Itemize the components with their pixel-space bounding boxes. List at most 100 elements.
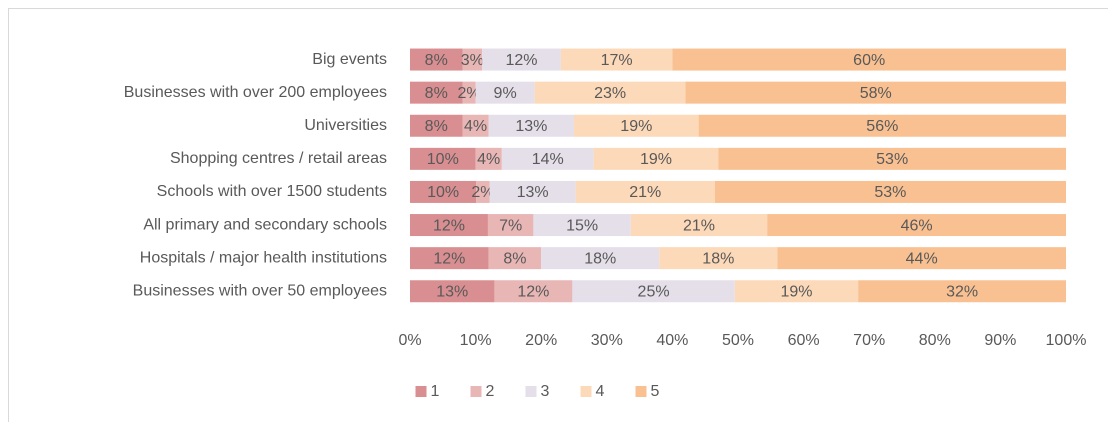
data-label: 12% bbox=[517, 283, 549, 300]
data-label: 19% bbox=[620, 118, 652, 135]
y-tick-label: Universities bbox=[304, 117, 387, 134]
x-tick-label: 30% bbox=[591, 332, 623, 349]
data-label: 32% bbox=[946, 283, 978, 300]
data-label: 13% bbox=[515, 118, 547, 135]
data-label: 25% bbox=[638, 283, 670, 300]
legend-swatch bbox=[525, 386, 537, 397]
x-tick-label: 60% bbox=[788, 332, 820, 349]
data-label: 13% bbox=[436, 283, 468, 300]
bar-segment bbox=[698, 114, 1066, 137]
data-label: 10% bbox=[427, 184, 459, 201]
bar-segment bbox=[410, 48, 463, 71]
bar-segment bbox=[672, 48, 1066, 71]
bar-segment bbox=[475, 81, 535, 104]
data-label: 3% bbox=[461, 52, 484, 69]
bar-segment bbox=[541, 247, 660, 270]
x-tick-label: 80% bbox=[919, 332, 951, 349]
data-label: 44% bbox=[906, 250, 938, 267]
data-label: 21% bbox=[629, 184, 661, 201]
data-label: 21% bbox=[683, 217, 715, 234]
x-tick-label: 40% bbox=[656, 332, 688, 349]
bar-segment bbox=[494, 280, 573, 303]
legend-swatch bbox=[415, 386, 427, 397]
bar-segment bbox=[560, 48, 673, 71]
bar-segment bbox=[488, 114, 574, 137]
y-tick-label: Big events bbox=[312, 51, 387, 68]
bar-segment bbox=[410, 247, 489, 270]
x-tick-label: 20% bbox=[525, 332, 557, 349]
bar-segment bbox=[489, 180, 576, 203]
bar-segment bbox=[534, 81, 686, 104]
y-tick-label: Hospitals / major health institutions bbox=[140, 249, 387, 266]
data-label: 15% bbox=[566, 217, 598, 234]
x-tick-label: 0% bbox=[398, 332, 421, 349]
data-label: 8% bbox=[425, 52, 448, 69]
bar-segment bbox=[718, 147, 1066, 170]
data-label: 4% bbox=[464, 118, 487, 135]
bar-segment bbox=[685, 81, 1066, 104]
bar-segment bbox=[630, 214, 768, 237]
data-label: 9% bbox=[494, 85, 517, 102]
bar-segment bbox=[714, 180, 1066, 203]
data-label: 8% bbox=[503, 250, 526, 267]
legend-swatch bbox=[470, 386, 482, 397]
x-tick-label: 70% bbox=[853, 332, 885, 349]
bar-segment bbox=[575, 180, 715, 203]
bar-segment bbox=[462, 114, 489, 137]
data-label: 17% bbox=[601, 52, 633, 69]
bar-segment bbox=[659, 247, 778, 270]
bar-segment bbox=[476, 180, 490, 203]
data-label: 7% bbox=[499, 217, 522, 234]
data-label: 53% bbox=[876, 151, 908, 168]
legend-label: 1 bbox=[431, 383, 440, 400]
data-label: 58% bbox=[860, 85, 892, 102]
data-label: 19% bbox=[640, 151, 672, 168]
bar-segment bbox=[572, 280, 735, 303]
y-tick-label: All primary and secondary schools bbox=[143, 216, 387, 233]
bar-segment bbox=[734, 280, 859, 303]
x-tick-label: 10% bbox=[460, 332, 492, 349]
chart-border bbox=[8, 8, 1108, 422]
bar-segment bbox=[501, 147, 594, 170]
data-label: 60% bbox=[853, 52, 885, 69]
bar-segment bbox=[410, 214, 488, 237]
data-label: 56% bbox=[866, 118, 898, 135]
data-label: 2% bbox=[457, 85, 480, 102]
legend-label: 2 bbox=[486, 383, 495, 400]
bar-segment bbox=[410, 114, 463, 137]
y-tick-label: Shopping centres / retail areas bbox=[170, 150, 387, 167]
data-label: 13% bbox=[517, 184, 549, 201]
data-label: 10% bbox=[427, 151, 459, 168]
legend-label: 4 bbox=[596, 383, 605, 400]
bar-segment bbox=[410, 81, 463, 104]
data-label: 23% bbox=[594, 85, 626, 102]
y-tick-label: Schools with over 1500 students bbox=[157, 183, 387, 200]
data-label: 53% bbox=[874, 184, 906, 201]
bar-segment bbox=[410, 180, 477, 203]
legend-swatch bbox=[580, 386, 592, 397]
data-label: 4% bbox=[477, 151, 500, 168]
data-label: 12% bbox=[433, 217, 465, 234]
data-label: 14% bbox=[532, 151, 564, 168]
bar-segment bbox=[462, 48, 483, 71]
bar-segment bbox=[488, 247, 542, 270]
legend-swatch bbox=[635, 386, 647, 397]
legend-label: 5 bbox=[651, 383, 660, 400]
data-label: 8% bbox=[425, 118, 448, 135]
bar-segment bbox=[410, 280, 495, 303]
bar-segment bbox=[858, 280, 1066, 303]
x-tick-label: 50% bbox=[722, 332, 754, 349]
bar-segment bbox=[533, 214, 631, 237]
data-label: 8% bbox=[425, 85, 448, 102]
data-label: 18% bbox=[702, 250, 734, 267]
bar-segment bbox=[482, 48, 561, 71]
y-tick-label: Businesses with over 200 employees bbox=[124, 84, 387, 101]
data-label: 2% bbox=[471, 184, 494, 201]
bar-segment bbox=[574, 114, 699, 137]
data-label: 19% bbox=[780, 283, 812, 300]
bar-segment bbox=[410, 147, 476, 170]
bar-segment bbox=[475, 147, 502, 170]
x-tick-label: 100% bbox=[1046, 332, 1087, 349]
bar-segment bbox=[462, 81, 476, 104]
